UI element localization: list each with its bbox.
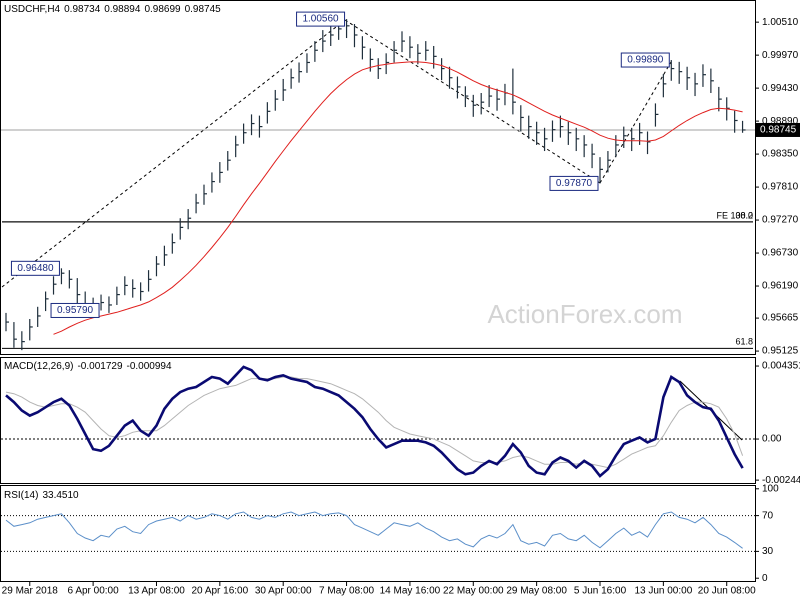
- watermark: ActionForex.com: [487, 299, 682, 329]
- indicator-value: 33.4510: [42, 490, 79, 501]
- signal-line: [5, 376, 744, 469]
- x-tick-label: 29 Mar 2018: [2, 586, 59, 597]
- y-tick-label: 1.00510: [762, 17, 799, 28]
- x-tick-label: 30 Apr 00:00: [255, 586, 312, 597]
- price-tag: [756, 122, 800, 137]
- x-tick-label: 22 May 00:00: [443, 586, 504, 597]
- y-tick-label: 0: [762, 573, 768, 584]
- x-tick-label: 20 Jun 08:00: [698, 586, 756, 597]
- header-value: 0.98734: [64, 4, 101, 15]
- frame: [0, 0, 756, 582]
- trendline: [344, 19, 601, 184]
- level-label: 38.2: [735, 210, 753, 220]
- x-tick-label: 7 May 08:00: [319, 586, 374, 597]
- y-tick-label: 0.96190: [762, 281, 799, 292]
- y-tick-label: 0.99970: [762, 50, 799, 61]
- header: USDCHF,H4 0.98734 0.98894 0.98699 0.98745: [4, 4, 221, 15]
- y-tick-label: 0.97270: [762, 215, 799, 226]
- header-value: 0.98894: [104, 4, 141, 15]
- y-tick-label: 70: [762, 510, 774, 521]
- trendline: [599, 61, 672, 184]
- y-tick-label: -0.002448: [762, 475, 800, 486]
- indicator-value: -0.000994: [127, 361, 172, 372]
- indicator-name: MACD(12,26,9): [4, 361, 73, 372]
- x-tick-label: 14 May 16:00: [380, 586, 441, 597]
- level-label: FE 100.0: [716, 210, 753, 220]
- level-label: 61.8: [735, 337, 753, 347]
- annotation-label: 0.95790: [57, 305, 94, 316]
- macd-header: MACD(12,26,9) -0.001729 -0.000994: [4, 361, 172, 372]
- annotation-label: 0.99890: [627, 55, 664, 66]
- macd-panel-frame: [0, 357, 756, 484]
- header-value: 0.98745: [185, 4, 222, 15]
- annotation-box: [549, 175, 599, 191]
- y-tick-label: 0.98350: [762, 149, 799, 160]
- y-tick-label: 100: [762, 483, 779, 494]
- annotation-box: [10, 260, 60, 276]
- indicator-value: -0.001729: [77, 361, 122, 372]
- y-tick-label: 30: [762, 546, 774, 557]
- annotation-label: 1.00560: [302, 14, 339, 25]
- y-tick-label: 0.96730: [762, 248, 799, 259]
- y-tick-label: 0.99430: [762, 83, 799, 94]
- annotation-box: [620, 52, 670, 68]
- y-tick-label: 0.004351: [762, 361, 800, 372]
- annotation-box: [296, 11, 346, 27]
- annotation-box: [50, 302, 100, 318]
- x-tick-label: 13 Jun 00:00: [634, 586, 692, 597]
- x-tick-label: 29 May 08:00: [506, 586, 567, 597]
- y-tick-label: 0.00: [762, 434, 782, 445]
- rsi-panel-frame: [0, 485, 756, 582]
- annotation-label: 0.97870: [556, 178, 593, 189]
- moving-average: [53, 61, 743, 335]
- macd-line: [5, 365, 744, 478]
- rsi-line: [5, 511, 743, 549]
- x-tick-label: 6 Apr 00:00: [68, 586, 120, 597]
- y-tick-label: 0.98890: [762, 116, 799, 127]
- x-tick-label: 5 Jun 16:00: [574, 586, 627, 597]
- price-tag-label: 0.98745: [760, 125, 797, 136]
- y-tick-label: 0.95125: [762, 346, 799, 357]
- rsi-header: RSI(14) 33.4510: [4, 490, 79, 501]
- indicator-name: RSI(14): [4, 490, 38, 501]
- header-value: 0.98699: [144, 4, 181, 15]
- price-panel-frame: [0, 0, 756, 355]
- annotation-label: 0.96480: [17, 263, 54, 274]
- trendline: [1, 19, 346, 288]
- y-tick-label: 0.95665: [762, 313, 799, 324]
- y-tick-label: 0.97810: [762, 182, 799, 193]
- x-tick-label: 20 Apr 16:00: [191, 586, 248, 597]
- trendlines: [1, 19, 672, 288]
- header-value: USDCHF,H4: [4, 4, 61, 15]
- x-tick-label: 13 Apr 08:00: [128, 586, 185, 597]
